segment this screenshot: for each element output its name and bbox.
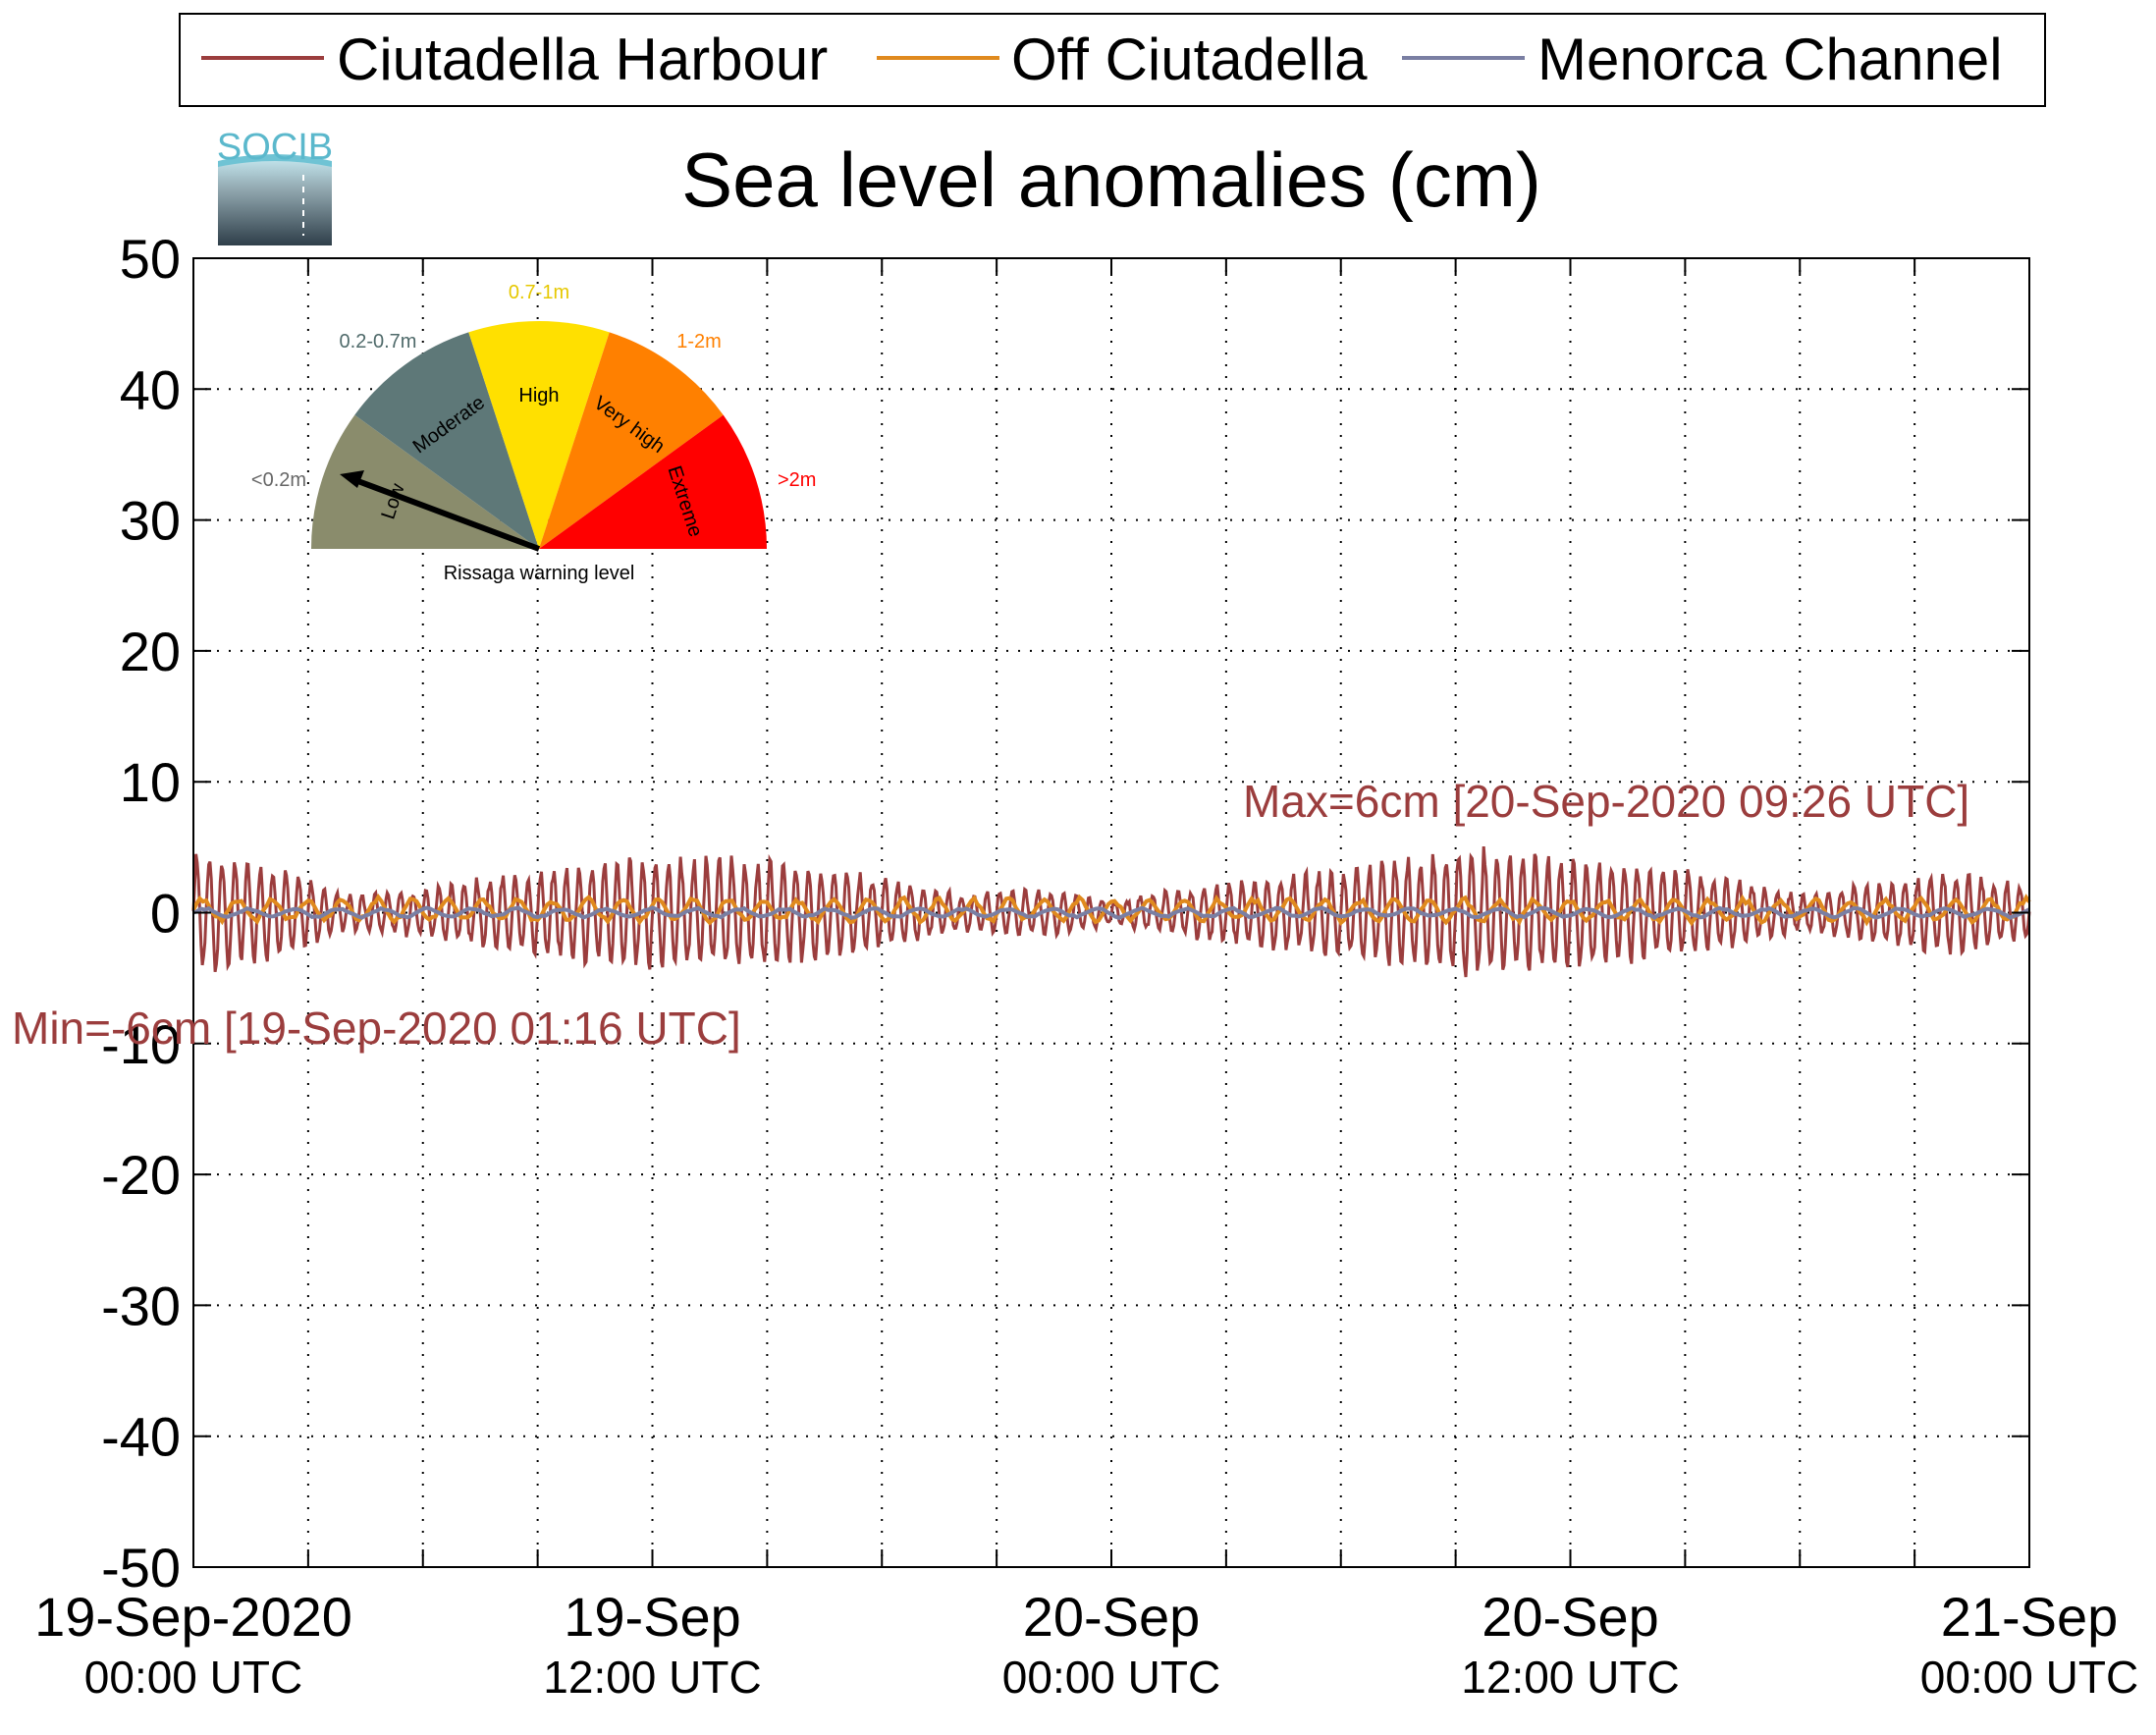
y-tick-label: -30 [101, 1274, 181, 1336]
y-tick-label: 40 [120, 358, 181, 420]
gauge-segment-high [468, 321, 610, 549]
socib-logo: SOCIB [217, 127, 333, 245]
x-tick-label-time: 12:00 UTC [1461, 1652, 1679, 1703]
x-tick-label-date: 20-Sep [1023, 1586, 1201, 1648]
gauge-needle-arrowhead [340, 470, 364, 488]
legend-label-off-ciutadella: Off Ciutadella [1011, 27, 1368, 92]
gauge-range-label: <0.2m [251, 469, 306, 491]
y-tick-label: -20 [101, 1144, 181, 1206]
x-tick-label-date: 19-Sep-2020 [34, 1586, 352, 1648]
y-tick-label: 10 [120, 751, 181, 813]
chart-title: Sea level anomalies (cm) [681, 136, 1541, 223]
series-layer [191, 845, 2031, 978]
x-tick-label-time: 00:00 UTC [84, 1652, 302, 1703]
y-tick-label: 50 [120, 228, 181, 290]
y-tick-label: 20 [120, 621, 181, 682]
x-tick-label-date: 21-Sep [1941, 1586, 2119, 1648]
y-tick-label: -50 [101, 1537, 181, 1599]
min-annotation: Min=-6cm [19-Sep-2020 01:16 UTC] [12, 1003, 741, 1054]
gauge-segment-low [311, 414, 539, 549]
legend-label-ciutadella-harbour: Ciutadella Harbour [337, 27, 828, 92]
gauge-label: High [518, 385, 559, 407]
gauge-range-label: 0.7-1m [509, 282, 569, 303]
gauge-needle [353, 477, 541, 552]
axis-ticks: 50403020100-10-20-30-40-5019-Sep-202000:… [34, 228, 2138, 1703]
x-tick-label-time: 12:00 UTC [543, 1652, 761, 1703]
legend: Ciutadella Harbour Off Ciutadella Menorc… [179, 13, 2046, 107]
gauge-segment-moderate [354, 332, 539, 549]
legend-label-menorca-channel: Menorca Channel [1537, 27, 2003, 92]
logo-text: SOCIB [217, 127, 333, 168]
series-line-off-ciutadella [191, 894, 2031, 927]
gauge-range-label: 0.2-0.7m [340, 331, 417, 352]
y-tick-label: -10 [101, 1013, 181, 1075]
gauge-segment-very-high [539, 332, 724, 549]
max-annotation: Max=6cm [20-Sep-2020 09:26 UTC] [1243, 776, 1969, 827]
x-tick-label-time: 00:00 UTC [1002, 1652, 1220, 1703]
x-tick-label-date: 20-Sep [1482, 1586, 1659, 1648]
gauge-segment-extreme [539, 414, 767, 549]
x-tick-label-time: 00:00 UTC [1920, 1652, 2138, 1703]
gauge-range-label: >2m [778, 469, 816, 491]
gauge-caption: Rissaga warning level [444, 563, 635, 584]
y-tick-label: -40 [101, 1406, 181, 1468]
series-line-menorca-channel [192, 905, 2030, 920]
y-tick-label: 0 [150, 883, 181, 945]
x-tick-label-date: 19-Sep [564, 1586, 741, 1648]
y-tick-label: 30 [120, 490, 181, 552]
gauge-range-label: 1-2m [676, 331, 722, 352]
